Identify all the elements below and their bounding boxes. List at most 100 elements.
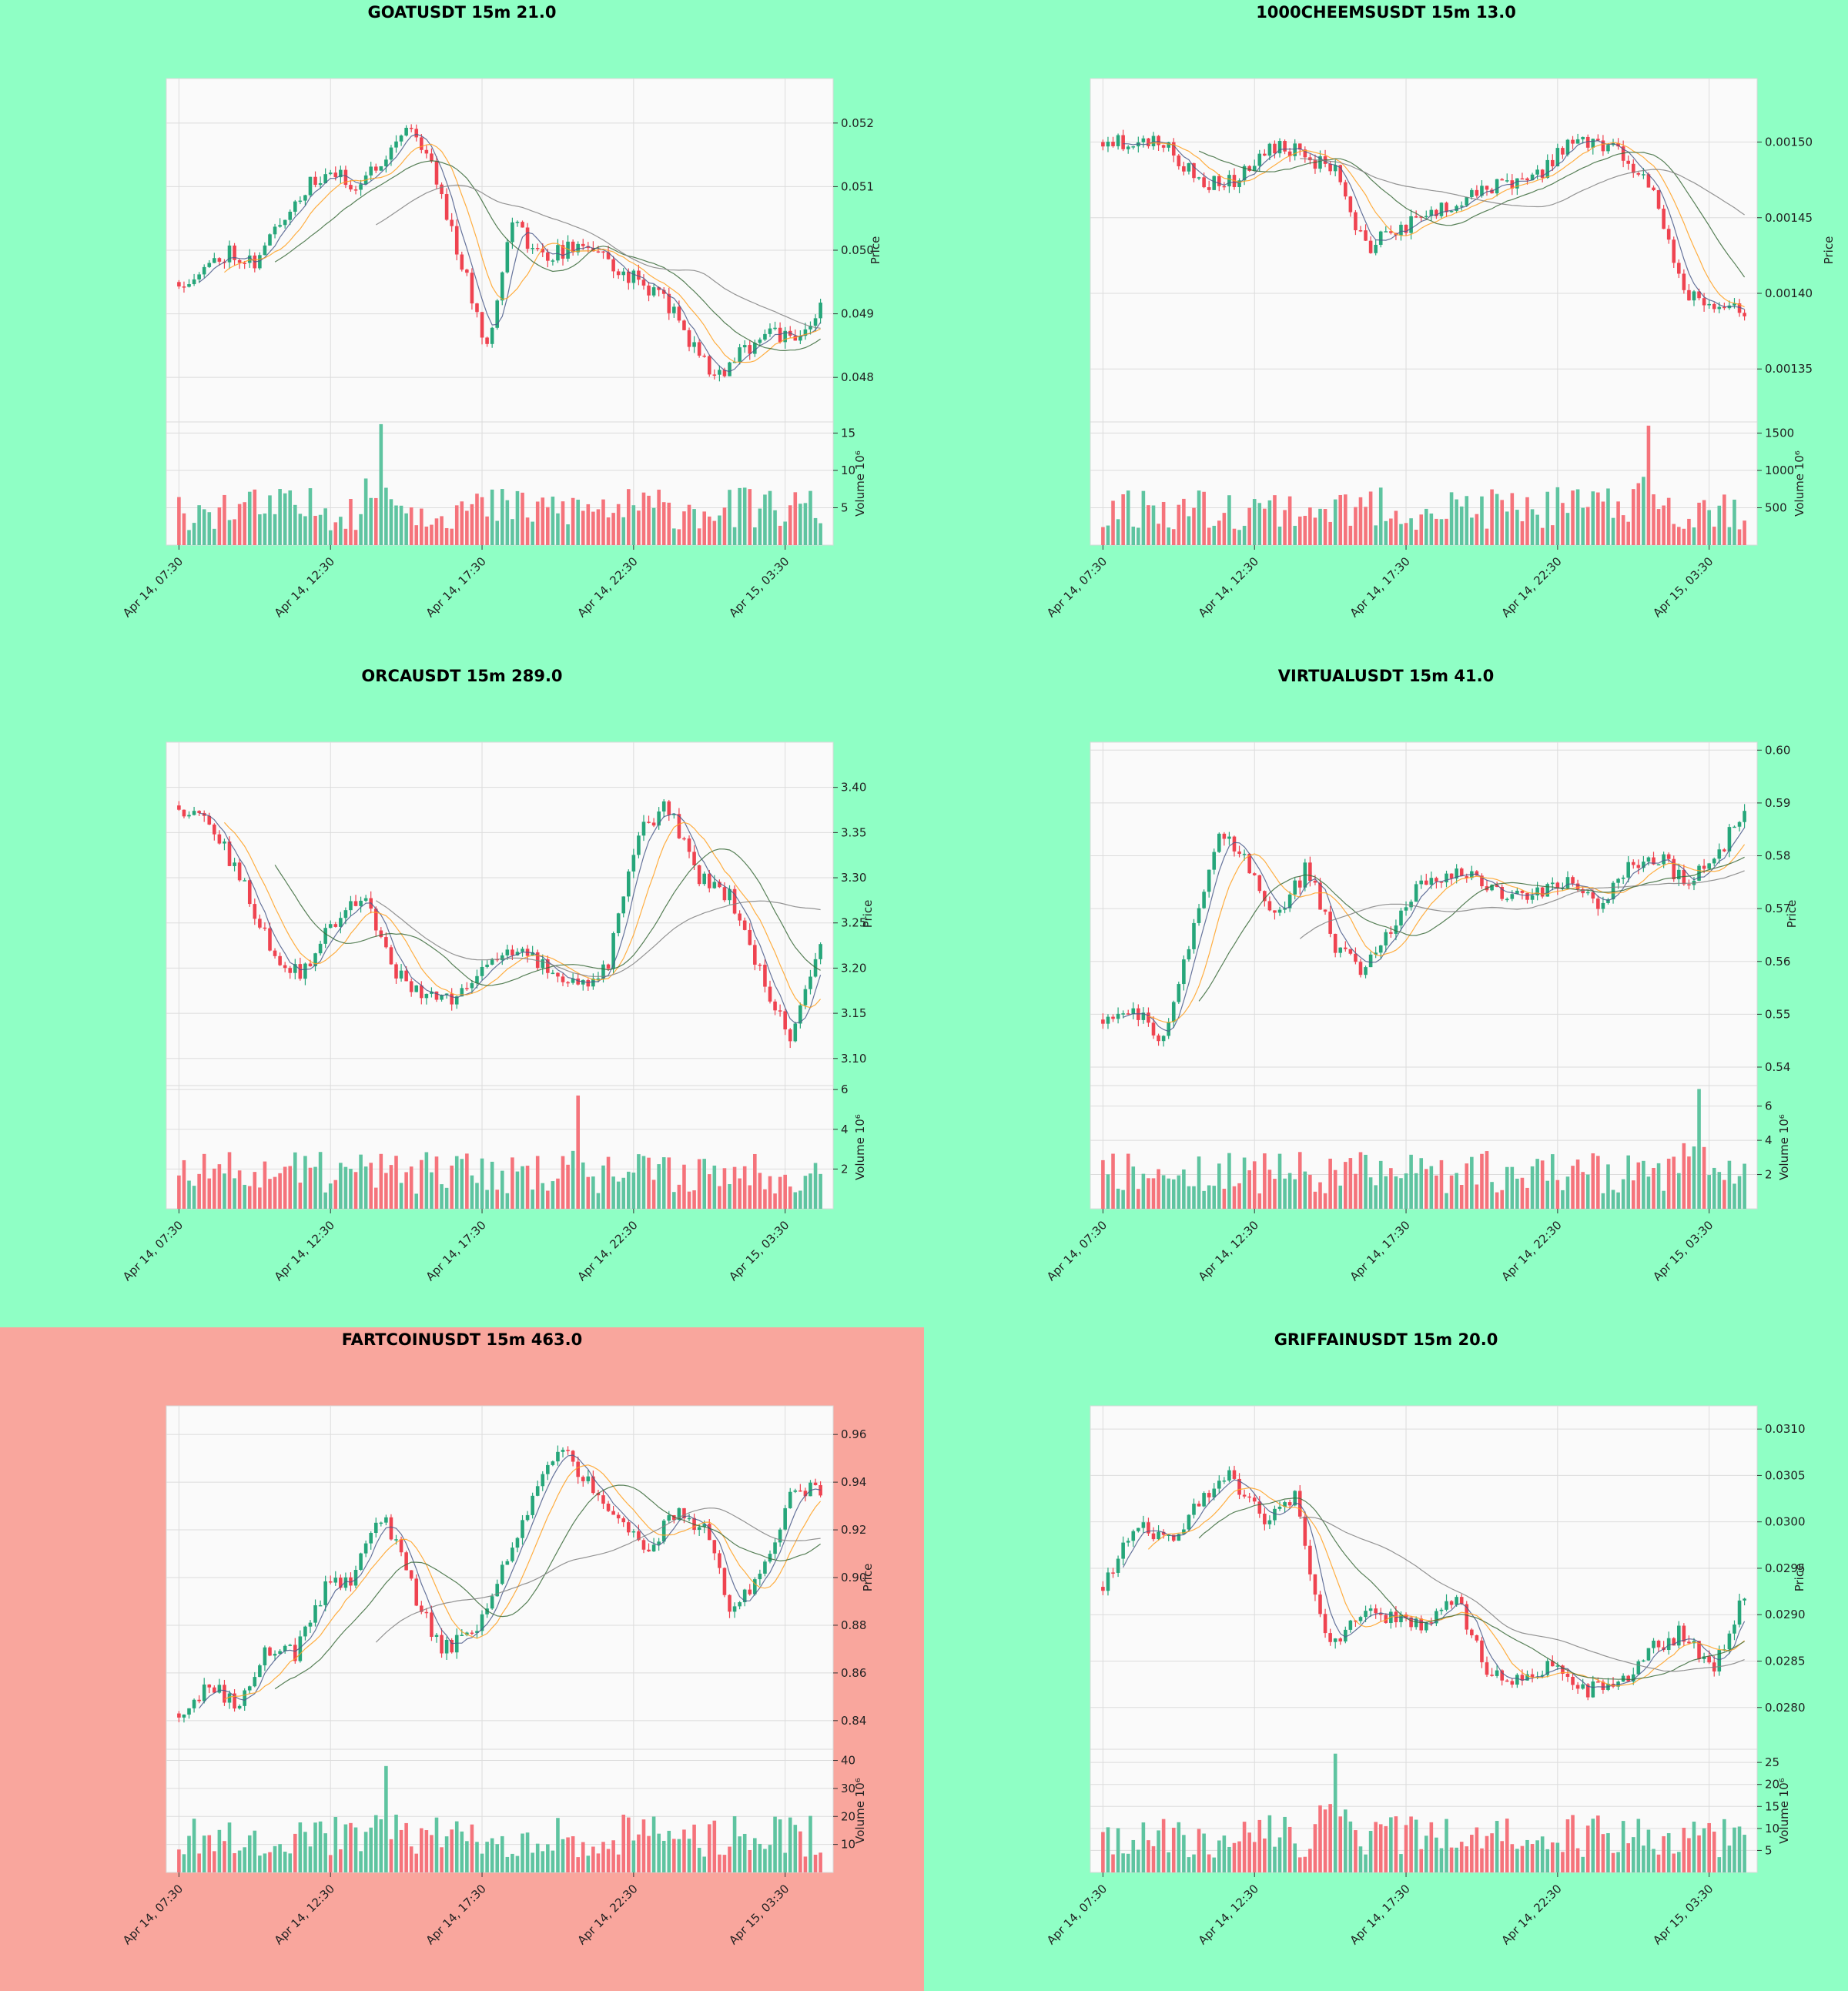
candle-body [742, 920, 747, 930]
volume-bar [440, 1847, 444, 1872]
candle-body [1207, 869, 1211, 892]
volume-bar [1247, 1170, 1251, 1209]
volume-bar [1626, 1155, 1631, 1209]
volume-bar [551, 1181, 555, 1209]
volume-bar [677, 529, 681, 545]
candle-body [808, 976, 812, 989]
volume-bar [566, 1164, 570, 1209]
volume-bar [1505, 1819, 1509, 1872]
volume-bar [742, 1166, 747, 1209]
volume-bar [359, 1154, 363, 1209]
candle-body [1717, 849, 1722, 859]
volume-bar [1575, 489, 1580, 545]
volume-bar [1313, 1824, 1317, 1872]
volume-bar [682, 1164, 686, 1209]
candle-body [778, 1010, 782, 1012]
volume-bar [591, 1846, 595, 1872]
volume-bar [1354, 1830, 1358, 1872]
candle-body [1116, 1558, 1120, 1573]
candle-body [475, 1631, 479, 1633]
candle-body [278, 955, 282, 965]
volume-bar [1171, 529, 1176, 545]
y-tick-label: 0.0285 [1765, 1654, 1806, 1668]
volume-bar [1545, 491, 1550, 545]
candle-body [1257, 1501, 1262, 1514]
candle-body [1318, 1594, 1322, 1615]
vol-tick-label: 10 [841, 463, 855, 477]
candle-body [1378, 945, 1383, 953]
candle-body [773, 1001, 777, 1011]
candle-body [707, 873, 711, 888]
moving-average-line [1148, 844, 1746, 1023]
volume-bar [177, 1175, 181, 1209]
candle-body [1535, 169, 1539, 175]
chart-title: VIRTUALUSDT 15m 41.0 [1277, 667, 1495, 685]
volume-bar [702, 511, 707, 545]
candle-body [647, 821, 651, 823]
volume-bar [253, 489, 257, 545]
volume-bar [1378, 1160, 1383, 1209]
volume-bar [298, 514, 303, 545]
candle-body [1435, 878, 1438, 882]
volume-bar [1561, 503, 1565, 545]
volume-bar [202, 1835, 206, 1872]
volume-bar [641, 1819, 646, 1872]
y-tick-label: 0.94 [841, 1475, 866, 1489]
volume-bar [303, 516, 307, 545]
volume-bar [182, 1854, 186, 1872]
volume-bar [1323, 1809, 1327, 1872]
price-plot-area [1090, 1405, 1758, 1750]
candle-body [430, 153, 434, 162]
candle-body [384, 1517, 388, 1523]
candle-body [1368, 240, 1373, 253]
candle-body [470, 273, 474, 304]
candle-body [521, 222, 524, 228]
candle-body [460, 988, 464, 997]
candle-body [182, 286, 186, 288]
volume-bar [1470, 517, 1474, 545]
volume-bar [258, 1187, 262, 1209]
volume-bar [485, 1190, 489, 1209]
x-tick-label: Apr 15, 03:30 [726, 1882, 792, 1947]
volume-bar [1439, 519, 1444, 545]
candle-body [293, 964, 297, 973]
moving-average-line [375, 900, 821, 977]
candle-body [1652, 1640, 1656, 1648]
volume-bar [1131, 1839, 1136, 1872]
volume-bar [1596, 1156, 1600, 1209]
volume-bar [1601, 1193, 1605, 1209]
candle-body [1530, 174, 1535, 181]
y-tick-label: 0.050 [841, 243, 874, 257]
y-tick-label: 0.00145 [1765, 211, 1813, 225]
vol-tick-label: 15 [1765, 1799, 1779, 1813]
volume-bar [677, 1839, 681, 1872]
volume-bar [1459, 506, 1464, 545]
volume-bar [1490, 1833, 1494, 1872]
candle-body [1318, 882, 1322, 910]
candle-body [788, 1029, 792, 1042]
x-tick-label: Apr 15, 03:30 [726, 554, 792, 620]
candle-body [217, 834, 222, 844]
volume-bar [1743, 1835, 1746, 1872]
volume-bar [1151, 1845, 1156, 1872]
candle-body [748, 929, 752, 945]
volume-bar [1338, 494, 1343, 545]
volume-bar [1344, 1809, 1348, 1872]
volume-bar [1571, 1815, 1575, 1872]
vol-tick-label: 1000 [1765, 463, 1794, 477]
candle-body [1545, 1661, 1550, 1675]
candle-body [1182, 1529, 1186, 1534]
volume-bar [273, 514, 277, 545]
candle-body [1581, 1684, 1585, 1689]
candle-body [177, 805, 181, 810]
volume-bar [1263, 508, 1267, 545]
candle-body [495, 1584, 500, 1597]
x-tick-label: Apr 14, 12:30 [1196, 554, 1261, 620]
candle-body [389, 147, 393, 160]
volume-bar [187, 1835, 191, 1872]
candle-body [1682, 1625, 1686, 1642]
volume-bar [813, 517, 818, 545]
volume-bar [1495, 1821, 1499, 1872]
volume-bar [1358, 1846, 1363, 1872]
volume-bar [707, 516, 711, 545]
